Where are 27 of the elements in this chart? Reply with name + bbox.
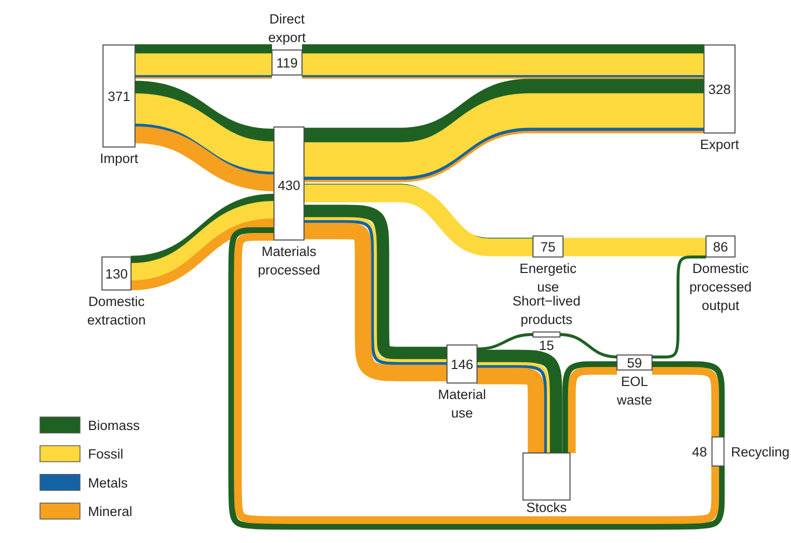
category-label: Domestic processed output	[689, 261, 752, 313]
category-label: Material use	[438, 387, 486, 420]
category-label: Direct export	[268, 12, 306, 45]
legend-label: Biomass	[88, 418, 140, 433]
category-label: Recycling	[731, 444, 790, 460]
data-label: 146	[450, 357, 474, 372]
category-label: Export	[700, 137, 740, 152]
category-label: Import	[100, 151, 138, 166]
data-label: 119	[276, 56, 298, 70]
legend-label: Fossil	[88, 446, 124, 462]
category-label: Materials processed	[258, 244, 320, 278]
category-label: Domestic extraction	[87, 294, 146, 328]
data-label: 59	[626, 356, 642, 370]
data-label: 328	[708, 82, 731, 97]
category-label: Stocks	[526, 500, 568, 515]
data-label: 130	[105, 266, 128, 282]
data-label: 371	[108, 89, 130, 104]
data-label: 86	[712, 240, 728, 254]
legend-label: Mineral	[88, 504, 132, 520]
legend-label: Metals	[88, 475, 128, 490]
data-label: 75	[540, 240, 556, 254]
data-label: 430	[278, 178, 300, 193]
category-label: Short−lived products	[512, 294, 580, 327]
category-label: Energetic use	[519, 261, 577, 294]
data-label: 15	[538, 338, 554, 353]
data-label: 48	[692, 444, 707, 460]
category-label: EOL waste	[616, 374, 652, 408]
